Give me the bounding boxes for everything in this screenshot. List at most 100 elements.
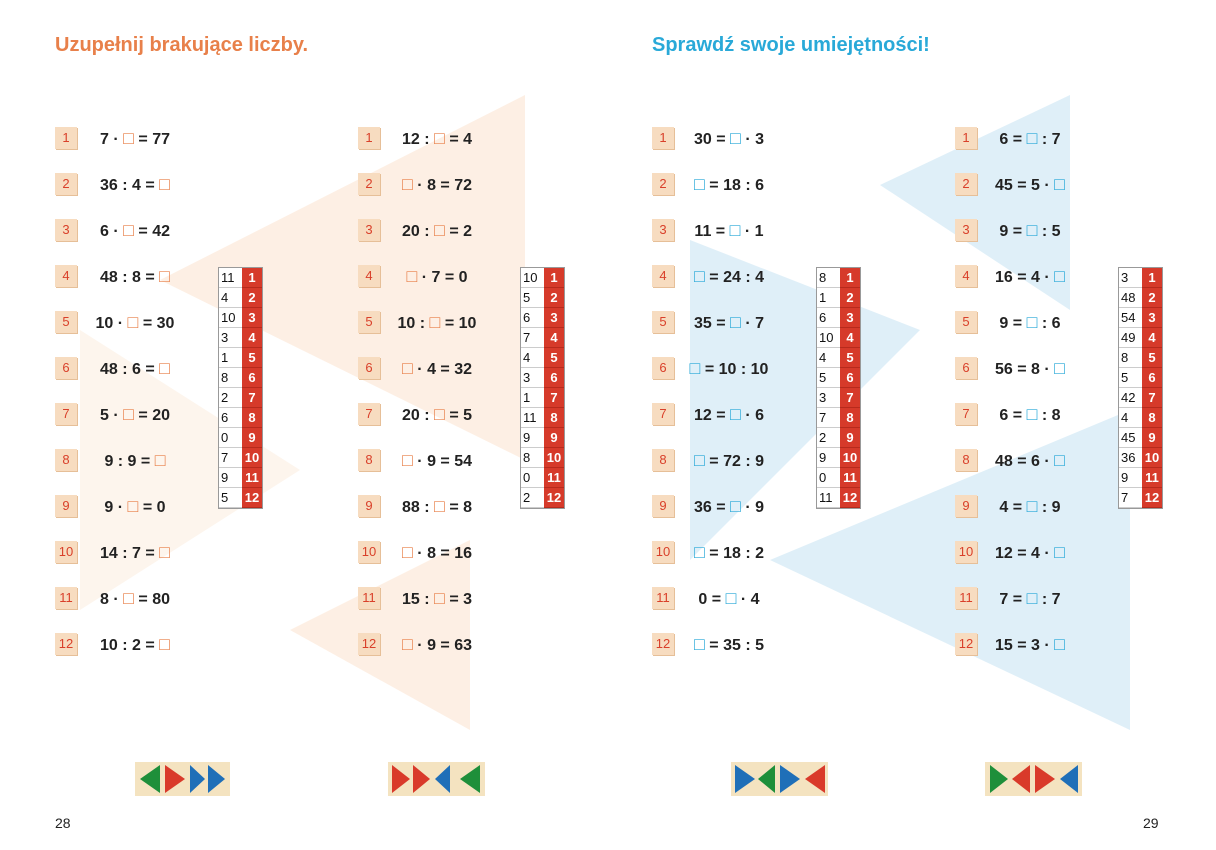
answer-index: 7 (242, 388, 262, 408)
exercise-number: 2 (358, 173, 380, 195)
answer-index: 1 (544, 268, 564, 288)
answer-value: 0 (521, 468, 544, 488)
answer-index: 7 (544, 388, 564, 408)
answer-value: 0 (219, 428, 242, 448)
exercise-number: 1 (955, 127, 977, 149)
answer-row: 10 1 (521, 268, 564, 288)
answer-value: 8 (219, 368, 242, 388)
answer-value: 2 (219, 388, 242, 408)
exercise-number: 2 (55, 173, 77, 195)
answer-table: 11 1 4 2 10 3 3 4 1 5 8 6 2 7 6 8 0 9 7 10 9 11 5 12 (218, 267, 263, 509)
answer-value: 2 (521, 488, 544, 508)
exercise-expression: 8 · □ = 80 (99, 588, 171, 608)
exercise-number: 5 (55, 311, 77, 333)
answer-index: 5 (242, 348, 262, 368)
answer-index: 6 (544, 368, 564, 388)
answer-row: 49 4 (1119, 328, 1162, 348)
exercise-expression: 10 : 2 = □ (99, 634, 171, 654)
answer-index: 7 (840, 388, 860, 408)
answer-value: 6 (521, 308, 544, 328)
exercise-expression: □ = 18 : 6 (693, 174, 765, 194)
exercise-expression: 9 · □ = 0 (104, 496, 166, 516)
exercise-number: 7 (358, 403, 380, 425)
exercise-expression: 48 : 6 = □ (99, 358, 171, 378)
exercise-expression: 12 = 4 · □ (994, 542, 1066, 562)
exercise-expression: 36 = □ · 9 (693, 496, 765, 516)
exercise-number: 12 (652, 633, 674, 655)
answer-index: 8 (840, 408, 860, 428)
answer-index: 6 (840, 368, 860, 388)
answer-value: 6 (219, 408, 242, 428)
answer-index: 10 (544, 448, 564, 468)
answer-index: 11 (840, 468, 860, 488)
answer-row: 0 11 (521, 468, 564, 488)
answer-value: 9 (817, 448, 840, 468)
answer-value: 0 (817, 468, 840, 488)
exercise-number: 5 (358, 311, 380, 333)
answer-value: 9 (521, 428, 544, 448)
exercise-number: 11 (55, 587, 77, 609)
answer-row: 9 11 (219, 468, 262, 488)
answer-index: 9 (242, 428, 262, 448)
exercise-number: 3 (55, 219, 77, 241)
answer-value: 10 (521, 268, 544, 288)
exercise-expression: □ = 24 : 4 (693, 266, 765, 286)
exercise-number: 1 (358, 127, 380, 149)
exercise-number: 9 (955, 495, 977, 517)
answer-index: 5 (840, 348, 860, 368)
answer-row: 42 7 (1119, 388, 1162, 408)
answer-value: 2 (817, 428, 840, 448)
answer-value: 3 (219, 328, 242, 348)
answer-value: 36 (1119, 448, 1142, 468)
exercise-expression: □ · 8 = 16 (401, 542, 473, 562)
answer-value: 7 (219, 448, 242, 468)
answer-value: 10 (219, 308, 242, 328)
answer-value: 49 (1119, 328, 1142, 348)
answer-row: 0 11 (817, 468, 860, 488)
exercise-number: 4 (652, 265, 674, 287)
answer-value: 5 (219, 488, 242, 508)
answer-index: 6 (242, 368, 262, 388)
answer-index: 8 (544, 408, 564, 428)
answer-index: 5 (544, 348, 564, 368)
answer-value: 1 (521, 388, 544, 408)
answer-row: 8 10 (521, 448, 564, 468)
answer-index: 4 (242, 328, 262, 348)
exercise-expression: 7 · □ = 77 (99, 128, 171, 148)
answer-value: 11 (817, 488, 840, 508)
exercise-expression: 4 = □ : 9 (999, 496, 1061, 516)
exercise-expression: □ = 18 : 2 (693, 542, 765, 562)
answer-value: 3 (521, 368, 544, 388)
answer-value: 4 (521, 348, 544, 368)
exercise-expression: 5 · □ = 20 (99, 404, 171, 424)
exercise-number: 4 (955, 265, 977, 287)
exercise-number: 7 (55, 403, 77, 425)
exercise-number: 9 (358, 495, 380, 517)
exercise-expression: 14 : 7 = □ (99, 542, 171, 562)
exercise-expression: 20 : □ = 5 (401, 404, 473, 424)
answer-index: 12 (242, 488, 262, 508)
exercise-expression: 10 · □ = 30 (95, 312, 175, 332)
answer-index: 4 (840, 328, 860, 348)
answer-row: 54 3 (1119, 308, 1162, 328)
answer-value: 9 (1119, 468, 1142, 488)
answer-value: 54 (1119, 308, 1142, 328)
answer-row: 5 12 (219, 488, 262, 508)
exercise-number: 11 (358, 587, 380, 609)
exercise-number: 11 (652, 587, 674, 609)
